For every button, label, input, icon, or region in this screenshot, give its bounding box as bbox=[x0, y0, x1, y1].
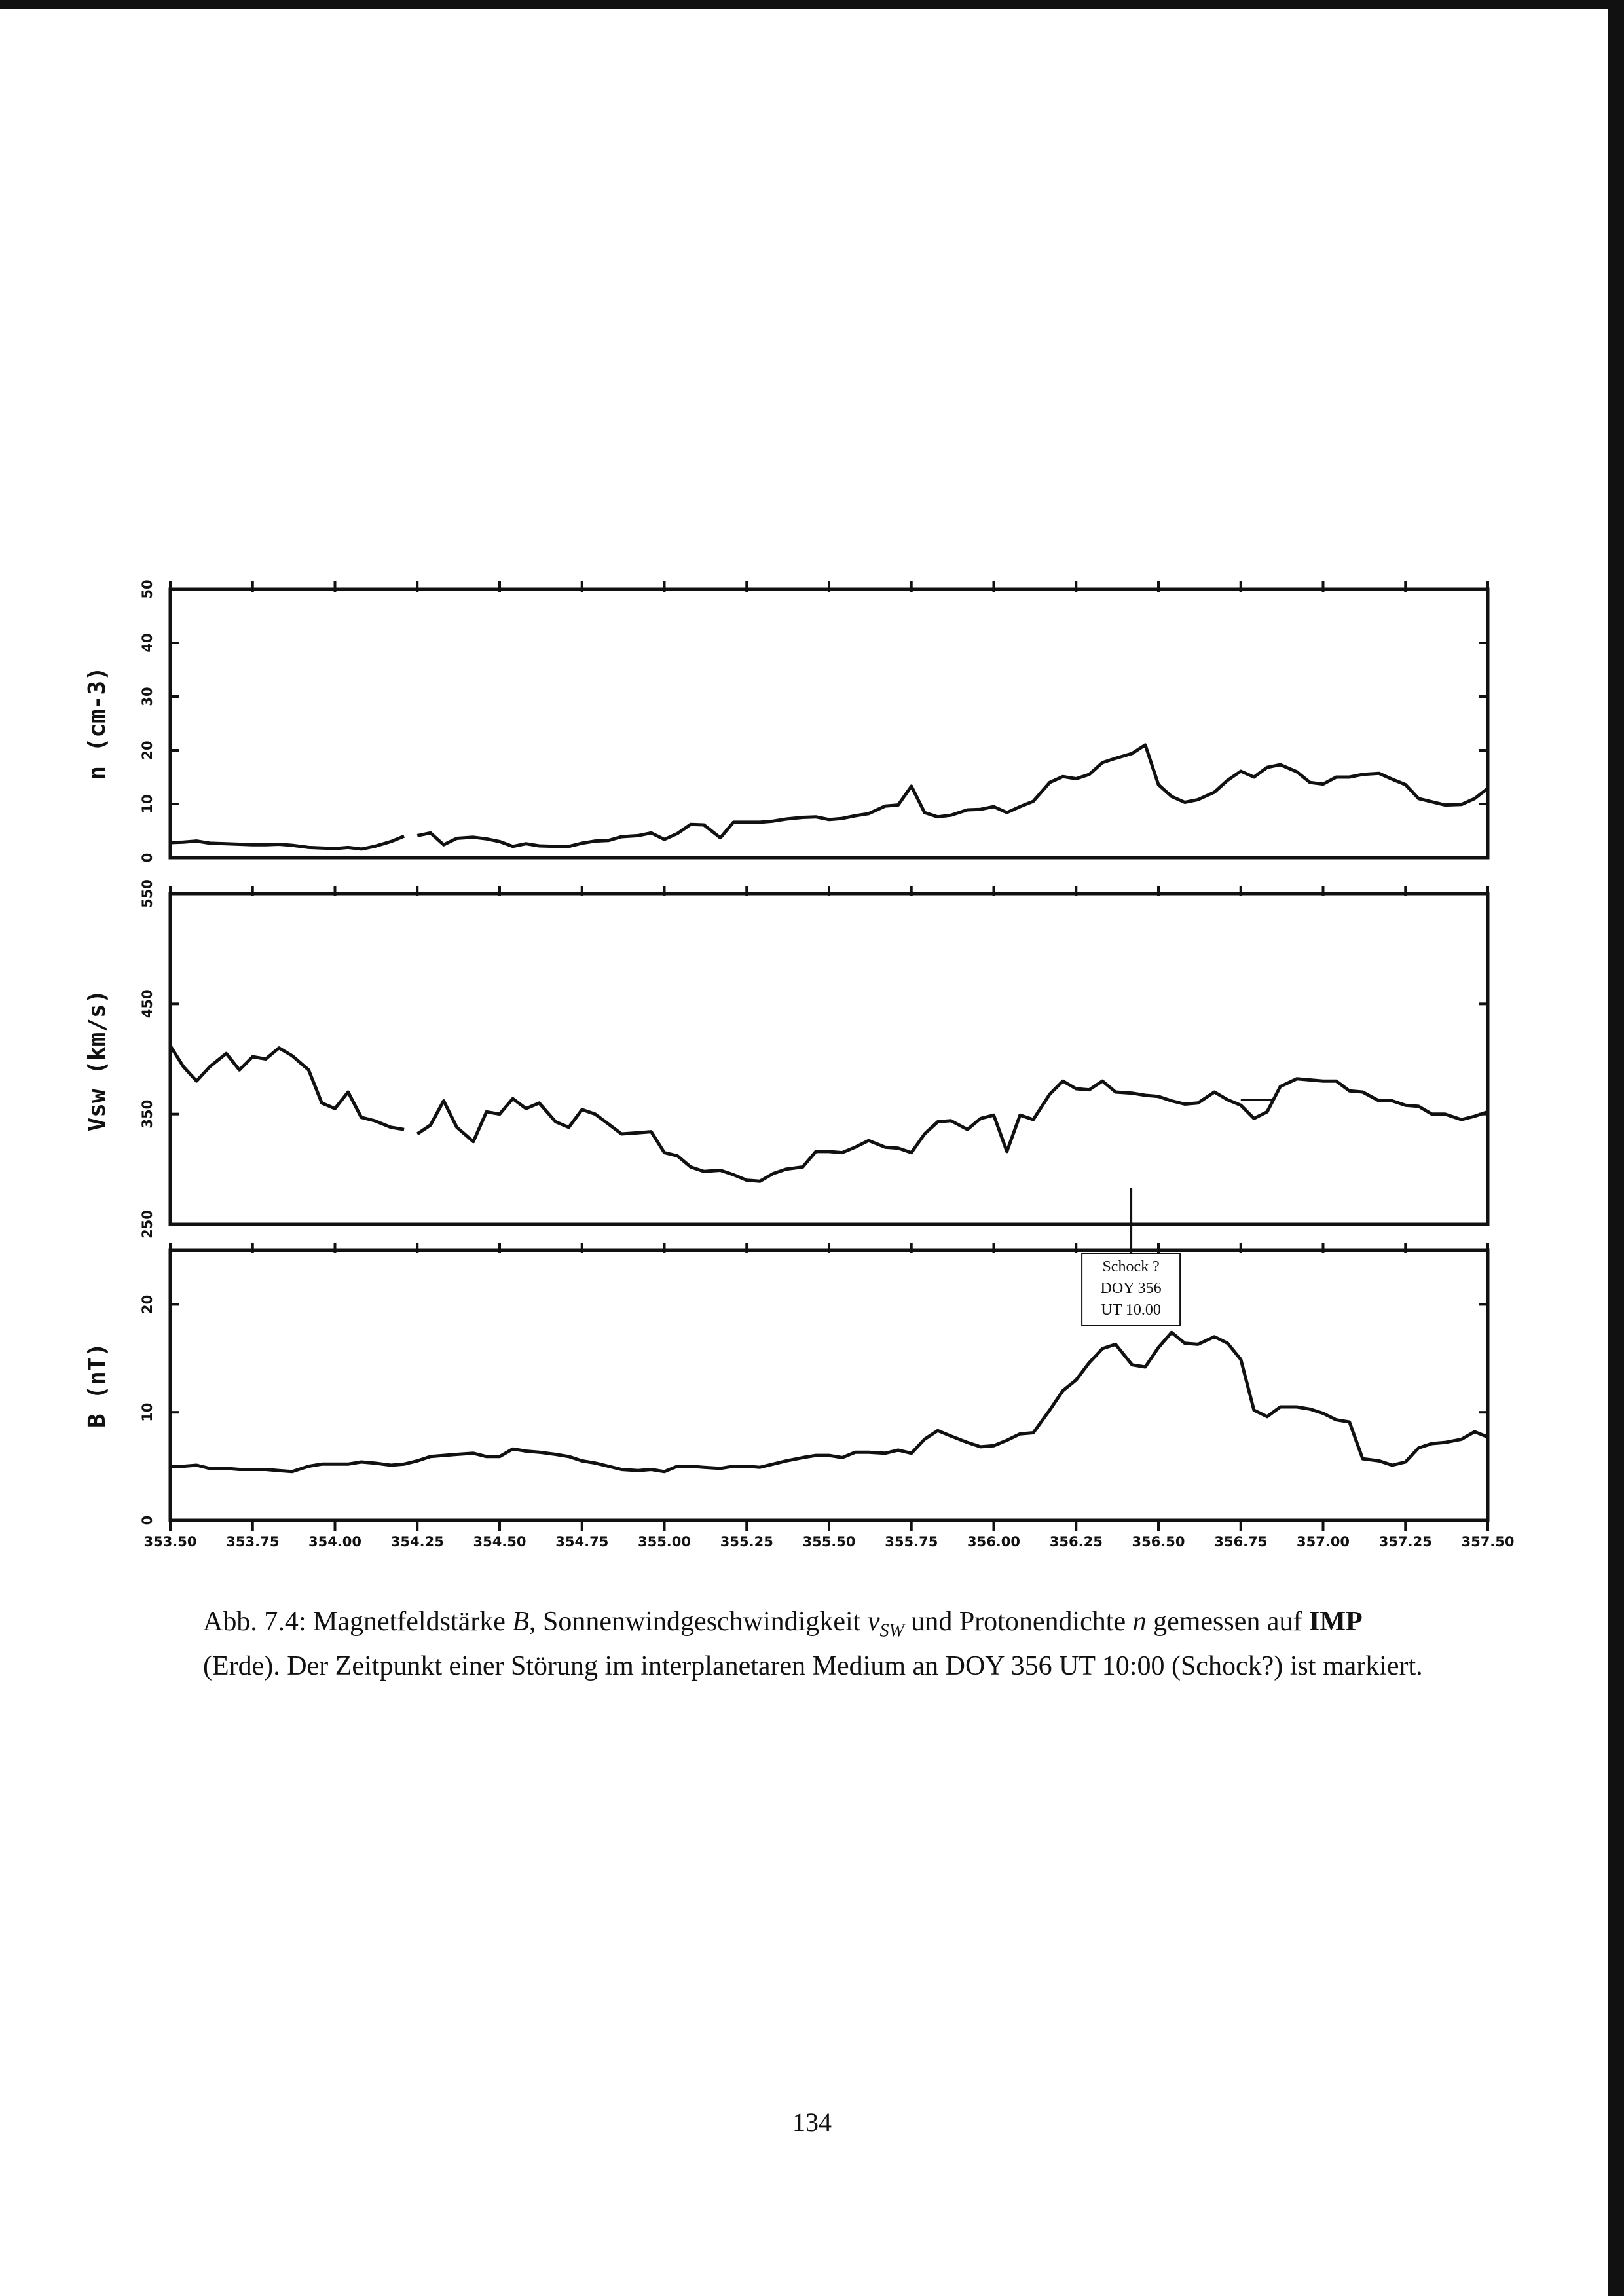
caption-symbol-v-sub: SW bbox=[879, 1620, 904, 1641]
xtick-label-357.25: 357.25 bbox=[1379, 1534, 1432, 1550]
ytick-label-n-0: 0 bbox=[139, 853, 155, 863]
xtick-label-354.75: 354.75 bbox=[555, 1534, 608, 1550]
ytick-label-n-50: 50 bbox=[139, 579, 155, 598]
scan-border-right bbox=[1608, 0, 1624, 2296]
ytick-label-n-40: 40 bbox=[139, 633, 155, 652]
caption-text-5: (Erde). Der Zeitpunkt einer Störung im i… bbox=[203, 1651, 1423, 1682]
ytick-label-vsw-450: 450 bbox=[139, 989, 155, 1018]
xtick-label-356.00: 356.00 bbox=[967, 1534, 1020, 1550]
xtick-label-354.00: 354.00 bbox=[308, 1534, 361, 1550]
caption-text-2: , Sonnenwindgeschwindigkeit bbox=[529, 1607, 868, 1637]
ytick-label-b-20: 20 bbox=[139, 1295, 155, 1314]
caption-text-3: und Protonendichte bbox=[904, 1607, 1133, 1637]
figure-svg: n (cm-3) Vsw (km/s) B (nT) 0 10 20 30 40 50 2… bbox=[84, 579, 1515, 1550]
xtick-label-353.50: 353.50 bbox=[143, 1534, 196, 1550]
ytick-label-n-30: 30 bbox=[139, 687, 155, 706]
series-n-segment-2 bbox=[416, 743, 1489, 848]
ylabel-b: B (nT) bbox=[84, 1343, 111, 1428]
ylabel-n: n (cm-3) bbox=[84, 666, 111, 780]
caption-symbol-n: n bbox=[1132, 1607, 1147, 1637]
ytick-label-n-20: 20 bbox=[139, 740, 155, 759]
xtick-label-356.75: 356.75 bbox=[1214, 1534, 1267, 1550]
caption-symbol-v: v bbox=[867, 1607, 880, 1637]
series-vsw-segment-1 bbox=[168, 1044, 405, 1131]
shock-annotation-line1: Schock ? bbox=[1102, 1258, 1159, 1275]
panel-n-frame bbox=[168, 587, 1490, 860]
xtick-label-355.75: 355.75 bbox=[885, 1534, 938, 1550]
shock-annotation-line2: DOY 356 bbox=[1101, 1280, 1162, 1297]
xtick-label-353.75: 353.75 bbox=[226, 1534, 279, 1550]
ytick-label-vsw-550: 550 bbox=[139, 879, 155, 908]
xtick-label-356.25: 356.25 bbox=[1050, 1534, 1103, 1550]
series-vsw-segment-2 bbox=[416, 1077, 1488, 1183]
xtick-label-357.00: 357.00 bbox=[1297, 1534, 1350, 1550]
xtick-label-356.50: 356.50 bbox=[1132, 1534, 1185, 1550]
caption-text-4: gemessen auf bbox=[1146, 1607, 1310, 1637]
xtick-label-357.50: 357.50 bbox=[1461, 1534, 1514, 1550]
ytick-label-vsw-350: 350 bbox=[139, 1100, 155, 1129]
series-n-segment-1 bbox=[170, 834, 405, 851]
xtick-label-354.25: 354.25 bbox=[391, 1534, 444, 1550]
ytick-label-n-10: 10 bbox=[139, 794, 155, 813]
caption-symbol-b: B bbox=[512, 1607, 530, 1637]
scan-border-top bbox=[0, 0, 1624, 9]
xtick-label-355.25: 355.25 bbox=[720, 1534, 773, 1550]
page-number: 134 bbox=[792, 2107, 832, 2137]
caption-text-1: Magnetfeldstärke bbox=[306, 1607, 513, 1637]
shock-annotation-box bbox=[1081, 1253, 1181, 1326]
ytick-label-b-10: 10 bbox=[139, 1403, 155, 1422]
ylabel-vsw: Vsw (km/s) bbox=[84, 990, 111, 1132]
series-b-segment-1 bbox=[170, 1330, 1488, 1474]
panel-b-frame bbox=[168, 1248, 1490, 1522]
caption-imp: IMP bbox=[1309, 1607, 1363, 1637]
shock-annotation-line3: UT 10.00 bbox=[1101, 1302, 1161, 1319]
xtick-label-355.50: 355.50 bbox=[802, 1534, 855, 1550]
figure-caption: Abb. 7.4: Magnetfeldstärke B, Sonnenwind… bbox=[203, 1604, 1428, 1685]
ytick-label-vsw-250: 250 bbox=[139, 1210, 155, 1239]
xtick-label-355.00: 355.00 bbox=[638, 1534, 691, 1550]
ytick-label-b-0: 0 bbox=[139, 1516, 155, 1525]
caption-label: Abb. 7.4: bbox=[203, 1607, 306, 1637]
panel-vsw-frame bbox=[168, 892, 1490, 1226]
xtick-label-354.50: 354.50 bbox=[473, 1534, 526, 1550]
figure-magnetic-field-solar-wind: n (cm-3) Vsw (km/s) B (nT) 0 10 20 30 40 50 2… bbox=[84, 579, 1515, 1550]
